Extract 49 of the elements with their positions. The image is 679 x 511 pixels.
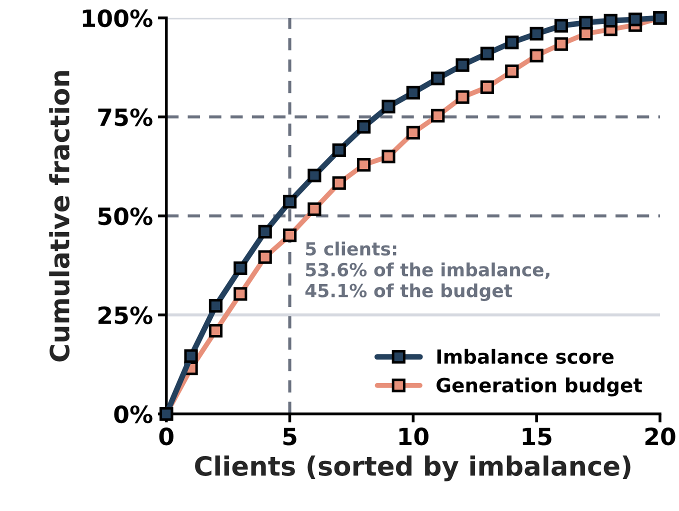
- point: [184, 349, 198, 363]
- legend-label: Imbalance score: [437, 348, 614, 364]
- point: [258, 250, 272, 264]
- point: [234, 287, 248, 301]
- point: [332, 143, 346, 157]
- point: [431, 108, 445, 123]
- point: [332, 176, 346, 190]
- x-tick-label: 5: [283, 428, 296, 446]
- point: [382, 100, 396, 114]
- point: [431, 72, 445, 86]
- point: [456, 90, 470, 104]
- point: [480, 46, 494, 60]
- x-tick-label: 0: [159, 428, 174, 446]
- y-axis-title: Cumulative fraction: [49, 71, 70, 362]
- point: [208, 298, 223, 313]
- point: [554, 37, 568, 51]
- point: [554, 19, 568, 33]
- point: [480, 80, 494, 94]
- y-tick-label: 100%: [82, 9, 152, 28]
- point: [282, 194, 297, 208]
- point: [530, 48, 544, 62]
- point: [208, 324, 223, 338]
- point: [530, 26, 544, 41]
- point: [234, 261, 248, 275]
- x-tick-label: 10: [399, 428, 428, 446]
- point: [505, 36, 519, 50]
- point: [406, 126, 420, 140]
- x-tick-label: 15: [522, 428, 552, 446]
- point: [456, 58, 470, 72]
- y-tick-label: 25%: [98, 306, 152, 324]
- legend-label: Generation budget: [436, 377, 642, 396]
- annotation: 5 clients: 53.6% of the imbalance, 45.1% of the budget: [305, 242, 550, 302]
- point: [357, 120, 371, 134]
- point: [382, 150, 396, 164]
- y-tick-label: 75%: [98, 108, 152, 126]
- x-tick-label: 20: [645, 428, 676, 446]
- point: [308, 202, 322, 216]
- point: [579, 16, 593, 30]
- point: [406, 86, 420, 100]
- x-axis-title: Clients (sorted by imbalance): [195, 456, 630, 482]
- point: [604, 14, 618, 28]
- point: [628, 12, 642, 26]
- point: [357, 158, 371, 172]
- y-tick-label: 0%: [114, 405, 152, 424]
- point: [505, 64, 519, 78]
- y-tick-label: 50%: [98, 207, 152, 226]
- point: [308, 168, 322, 182]
- point: [258, 224, 272, 239]
- point: [282, 228, 297, 242]
